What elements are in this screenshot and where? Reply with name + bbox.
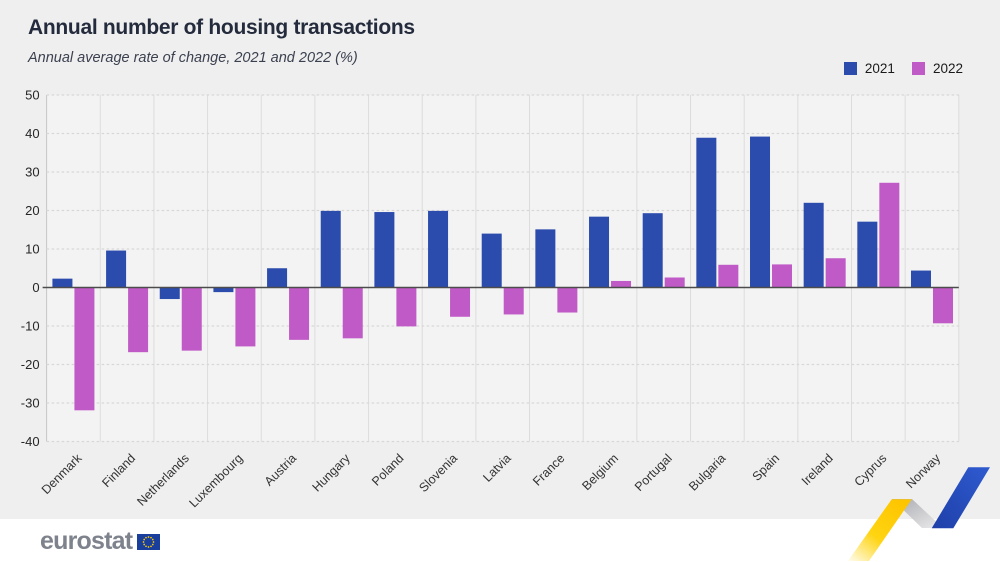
eu-flag-star	[143, 543, 146, 545]
x-axis-label-finland: Finland	[99, 451, 138, 490]
x-axis-label-hungary: Hungary	[310, 451, 354, 495]
x-axis-label-latvia: Latvia	[480, 451, 514, 485]
x-axis-label-france: France	[530, 451, 567, 488]
bar-cyprus-2021	[857, 221, 878, 288]
bar-latvia-2022	[503, 287, 524, 315]
x-axis-label-netherlands: Netherlands	[134, 451, 192, 509]
bar-france-2021	[535, 229, 556, 288]
bar-denmark-2021	[52, 278, 73, 288]
bar-hungary-2021	[320, 210, 341, 288]
y-axis-label--30: -30	[21, 396, 40, 411]
bar-netherlands-2022	[181, 287, 202, 351]
bar-poland-2021	[374, 212, 395, 288]
bar-denmark-2022	[74, 287, 95, 411]
eu-flag-star	[143, 538, 146, 540]
legend-swatch-2021	[843, 62, 857, 75]
eu-flag-star	[150, 536, 153, 539]
legend-label-2022: 2022	[932, 61, 963, 76]
eu-flag-field	[137, 533, 161, 550]
bar-slovenia-2022	[450, 287, 471, 317]
y-axis-label-0: 0	[32, 280, 39, 295]
eu-flag-star	[145, 536, 148, 539]
x-axis-label-denmark: Denmark	[39, 451, 85, 497]
legend-label-2021: 2021	[864, 61, 895, 76]
bar-spain-2022	[772, 264, 793, 288]
eu-flag-stars	[142, 535, 155, 548]
bar-ireland-2022	[825, 258, 846, 288]
eu-flag-star	[145, 544, 148, 547]
bar-luxembourg-2021	[213, 287, 234, 293]
bar-poland-2022	[396, 287, 417, 327]
bar-belgium-2021	[589, 216, 610, 288]
zigzag-ribbon-graphic	[848, 467, 990, 561]
eu-flag-star	[147, 545, 150, 548]
bar-finland-2021	[106, 250, 127, 288]
chart-legend: 2021 2022	[843, 61, 963, 76]
eu-flag-star	[142, 540, 145, 543]
bar-bulgaria-2021	[696, 137, 717, 288]
legend-swatch-2022	[911, 62, 925, 75]
x-axis-label-luxembourg: Luxembourg	[186, 451, 245, 510]
x-axis-label-portugal: Portugal	[632, 451, 675, 494]
bar-portugal-2021	[642, 213, 663, 288]
eu-flag-star	[147, 535, 150, 538]
eu-flag-star	[150, 544, 153, 547]
x-axis-label-austria: Austria	[262, 451, 299, 488]
bar-portugal-2022	[664, 277, 685, 288]
bar-norway-2022	[932, 287, 953, 324]
y-axis-label--10: -10	[21, 319, 40, 334]
ribbon-yellow-segment	[848, 499, 912, 561]
bar-france-2022	[557, 287, 578, 313]
y-axis-label-20: 20	[25, 203, 39, 218]
footer-band	[0, 519, 1000, 562]
eurostat-logo: eurostat	[40, 527, 161, 556]
page-subtitle: Annual average rate of change, 2021 and …	[28, 50, 358, 66]
bar-cyprus-2022	[879, 182, 900, 288]
y-axis-label-10: 10	[25, 242, 39, 257]
eu-flag-icon	[137, 533, 161, 550]
bar-norway-2021	[910, 270, 931, 288]
x-axis-label-poland: Poland	[369, 451, 406, 488]
bar-finland-2022	[128, 287, 149, 353]
ribbon-blue-segment	[931, 467, 990, 529]
x-axis-label-spain: Spain	[750, 451, 783, 484]
legend-item-2021: 2021	[843, 61, 895, 76]
bar-luxembourg-2022	[235, 287, 256, 347]
x-axis-label-slovenia: Slovenia	[416, 451, 460, 495]
y-axis-label--20: -20	[21, 357, 40, 372]
y-axis-label-40: 40	[25, 126, 39, 141]
y-axis-label-30: 30	[25, 165, 39, 180]
page-title: Annual number of housing transactions	[28, 16, 415, 39]
bar-latvia-2021	[481, 233, 502, 288]
y-axis-label--40: -40	[21, 434, 40, 449]
x-axis-label-bulgaria: Bulgaria	[686, 451, 728, 493]
bar-spain-2021	[750, 136, 771, 288]
bar-ireland-2021	[803, 202, 824, 288]
eurostat-logo-text: eurostat	[40, 527, 133, 555]
bar-austria-2021	[267, 268, 288, 288]
bar-hungary-2022	[342, 287, 363, 339]
eu-flag-star	[152, 543, 154, 545]
legend-item-2022: 2022	[911, 61, 963, 76]
bar-bulgaria-2022	[718, 264, 739, 288]
bar-belgium-2022	[611, 280, 632, 288]
bar-netherlands-2021	[159, 287, 180, 300]
bar-austria-2022	[289, 287, 310, 340]
x-axis-label-belgium: Belgium	[579, 451, 621, 493]
y-axis-label-50: 50	[25, 88, 39, 103]
bar-slovenia-2021	[428, 210, 449, 288]
eu-flag-star	[152, 540, 155, 543]
eu-flag-star	[152, 538, 154, 540]
